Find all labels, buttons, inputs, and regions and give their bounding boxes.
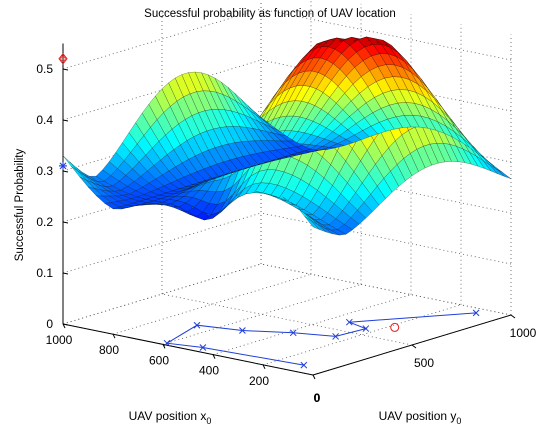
grid-line (161, 293, 413, 346)
y-tick-label: 1000 (510, 326, 537, 340)
tick-labels: 0 0.1 0.2 0.3 0.4 0.5 1000 800 600 400 200 0 500 1000… (36, 62, 536, 405)
optimum-marker-floor (390, 322, 400, 332)
grid-line (62, 212, 262, 274)
grid-line (260, 212, 512, 265)
trajectory-point (300, 361, 308, 369)
optimum-marker-wall (58, 52, 68, 65)
surface-patch (495, 168, 512, 179)
z-tick-label: 0.3 (36, 164, 53, 178)
trajectory-point (362, 325, 370, 332)
trajectory-point (472, 309, 480, 317)
z-tick-label: 0.2 (36, 215, 53, 229)
trajectory-point (199, 344, 207, 351)
trajectory-point (345, 318, 353, 326)
x-tick-mark (162, 344, 166, 349)
x-tick-mark (112, 333, 116, 339)
x-tick-label: 600 (149, 353, 169, 367)
z-tick-mark (62, 68, 69, 71)
trajectory-point (332, 333, 339, 340)
y-tick-label: 500 (414, 356, 434, 370)
grid-line (62, 263, 262, 325)
z-tick-label: 0.5 (36, 62, 53, 76)
x-axis-label-subscript: 0 (206, 416, 211, 426)
y-axis-label-main: UAV position y (379, 409, 457, 423)
trajectory-point (289, 329, 297, 337)
probability-surface (62, 36, 512, 236)
y-tick-label: 0 (314, 391, 321, 405)
y-axis-label-subscript: 0 (456, 416, 461, 426)
x-axis-line (62, 323, 314, 376)
grid-line (162, 284, 362, 345)
z-axis-label: Successful Probability (14, 149, 26, 262)
x-tick-mark (312, 374, 316, 380)
y-axis-label: UAV position y0 (379, 409, 462, 426)
grid-line (62, 59, 262, 121)
z-tick-mark (62, 221, 69, 224)
x-axis-label: UAV position x0 (129, 409, 212, 426)
y-tick-mark (510, 314, 516, 319)
x-axis-label-main: UAV position x (129, 409, 207, 423)
grid-line (260, 263, 512, 316)
x-tick-label: 400 (199, 364, 219, 378)
optimum-marker-wall-dot (60, 56, 66, 62)
x-tick-label: 0 (314, 391, 321, 405)
x-tick-mark (262, 364, 266, 370)
z-tick-mark (62, 119, 69, 122)
y-tick-mark (411, 344, 417, 349)
trajectory-point (239, 327, 246, 334)
start-marker (59, 161, 67, 170)
reference-markers (58, 52, 400, 332)
trajectory-point (193, 321, 201, 329)
z-tick-mark (62, 170, 69, 173)
z-tick-label: 0 (46, 317, 53, 331)
z-tick-label: 0.1 (36, 266, 53, 280)
x-tick-mark (212, 354, 216, 359)
z-tick-mark (62, 323, 69, 326)
x-tick-label: 1000 (46, 333, 73, 347)
grid-line (262, 304, 462, 366)
grid-line (112, 273, 312, 335)
x-tick-label: 800 (99, 343, 119, 357)
x-tick-mark (62, 323, 66, 329)
z-tick-mark (62, 272, 69, 275)
trajectory-point (163, 339, 171, 347)
grid-line (212, 294, 412, 355)
chart-title: Successful probability as function of UA… (144, 8, 396, 20)
uav-trajectory (163, 309, 480, 369)
trajectory-line (165, 312, 477, 366)
grid-line (260, 8, 512, 61)
grid-line (62, 8, 262, 70)
x-tick-label: 200 (249, 374, 269, 388)
z-tick-label: 0.4 (36, 113, 53, 127)
